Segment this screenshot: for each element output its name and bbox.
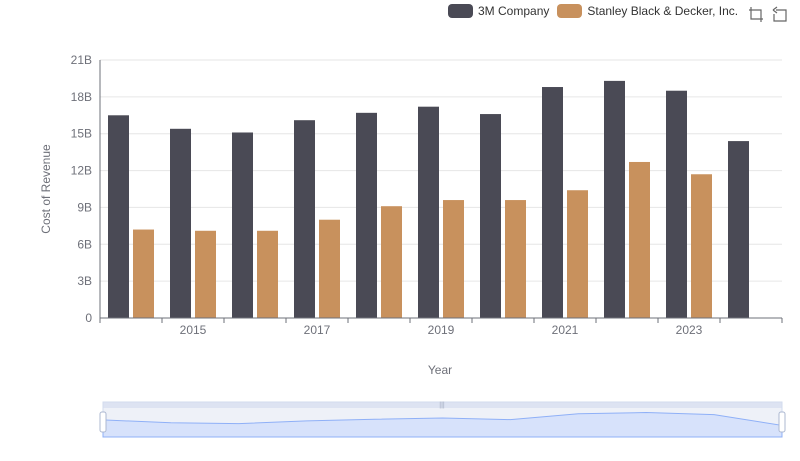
data-zoom-grip[interactable]: ||| (439, 402, 445, 409)
bar-3m (356, 112, 377, 318)
bar-stanley (319, 219, 340, 318)
bar-stanley (567, 190, 588, 318)
bar-3m (542, 87, 563, 319)
bar-3m (418, 106, 439, 318)
legend-item-3m[interactable]: 3M Company (448, 4, 549, 18)
bar-3m (480, 114, 501, 318)
bar-stanley (381, 206, 402, 318)
bar-stanley (257, 230, 278, 318)
y-tick-label: 21B (71, 53, 92, 67)
y-tick-label: 6B (77, 237, 92, 251)
bar-stanley (133, 229, 154, 318)
bar-stanley (505, 200, 526, 318)
data-zoom-handle-right[interactable] (778, 411, 786, 433)
bar-3m (170, 128, 191, 318)
zoom-icon[interactable] (748, 6, 764, 22)
y-axis: 0 3B 6B 9B 12B 15B 18B 21B (71, 53, 101, 325)
bars (108, 80, 749, 319)
data-zoom-preview (102, 411, 783, 438)
bar-3m (728, 141, 749, 318)
bar-3m (232, 132, 253, 318)
y-tick-label: 12B (71, 164, 92, 178)
y-tick-label: 0 (85, 311, 92, 325)
bar-3m (604, 80, 625, 318)
bar-3m (294, 120, 315, 318)
y-tick-label: 15B (71, 127, 92, 141)
bar-3m (108, 115, 129, 319)
bar-3m (666, 90, 687, 318)
bar-stanley (443, 200, 464, 318)
bar-stanley (629, 161, 650, 318)
legend-swatch-stanley (557, 4, 583, 18)
y-tick-label: 3B (77, 274, 92, 288)
data-zoom-slider[interactable]: ||| (99, 401, 786, 438)
x-tick-label: 2021 (552, 323, 579, 337)
legend-label-stanley: Stanley Black & Decker, Inc. (587, 4, 739, 18)
bar-stanley (691, 174, 712, 318)
legend-label-3m: 3M Company (478, 4, 550, 18)
legend-item-stanley[interactable]: Stanley Black & Decker, Inc. (557, 4, 738, 18)
x-tick-label: 2015 (180, 323, 207, 337)
bar-stanley (195, 230, 216, 318)
x-tick-label: 2017 (304, 323, 331, 337)
restore-icon[interactable] (772, 6, 788, 22)
legend-swatch-3m (448, 4, 473, 18)
x-tick-label: 2019 (428, 323, 455, 337)
legend: 3M Company Stanley Black & Decker, Inc. (448, 4, 746, 18)
data-zoom-handle-left[interactable] (99, 411, 107, 433)
y-tick-label: 18B (71, 90, 92, 104)
y-tick-label: 9B (77, 200, 92, 214)
toolbox (748, 6, 788, 22)
y-axis-title: Cost of Revenue (39, 144, 53, 234)
x-axis-title: Year (428, 363, 452, 377)
x-axis: 2015 2017 2019 2021 2023 (99, 317, 783, 337)
x-tick-label: 2023 (676, 323, 703, 337)
